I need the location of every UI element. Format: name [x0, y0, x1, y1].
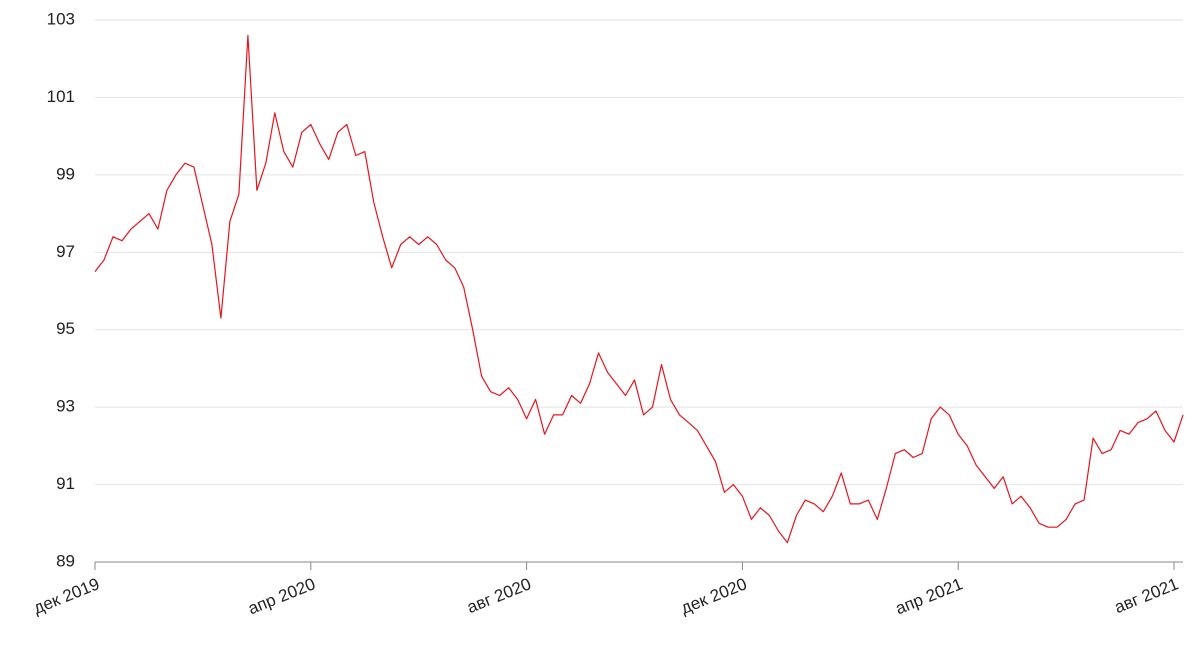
y-tick-label: 101	[47, 87, 75, 106]
line	[94, 34, 1184, 544]
y-tick-label: 95	[56, 319, 75, 338]
x-tick-label: дек 2019	[31, 574, 102, 618]
x-tick-label: апр 2021	[893, 574, 966, 618]
y-tick-label: 103	[47, 9, 75, 28]
y-tick-label: 97	[56, 242, 75, 261]
x-tick-label: дек 2020	[678, 574, 749, 618]
y-tick-label: 91	[56, 474, 75, 493]
x-tick-label: авг 2020	[464, 574, 533, 617]
x-tick-label: авг 2021	[1112, 574, 1181, 617]
y-tick-label: 93	[56, 397, 75, 416]
y-tick-label: 89	[56, 551, 75, 570]
x-tick-label: апр 2020	[245, 574, 318, 618]
y-tick-label: 99	[56, 164, 75, 183]
